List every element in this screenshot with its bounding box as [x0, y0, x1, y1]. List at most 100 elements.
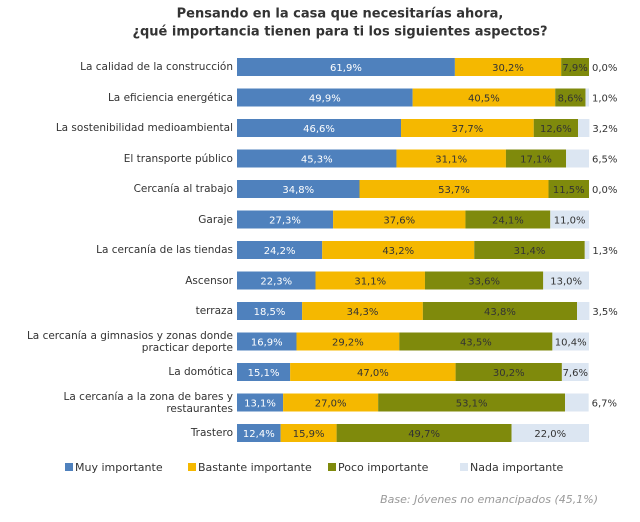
category-label: Ascensor	[185, 274, 233, 287]
data-label: 43,2%	[382, 246, 414, 257]
bar-segment	[422, 302, 578, 320]
bar-segment	[399, 332, 553, 351]
category-label: El transporte público	[123, 152, 233, 165]
data-label: 22,0%	[534, 429, 566, 440]
data-label: 15,1%	[248, 368, 280, 379]
data-label: 27,0%	[315, 399, 347, 410]
data-label: 49,9%	[309, 94, 341, 105]
legend-label: Nada importante	[470, 461, 564, 474]
legend-swatch	[65, 463, 73, 471]
category-label: terraza	[195, 305, 233, 317]
bar-segment	[378, 393, 566, 412]
bar-segment	[424, 271, 544, 290]
bar-segment	[552, 332, 589, 351]
data-label: 37,7%	[451, 124, 483, 135]
data-label: 8,6%	[558, 94, 583, 105]
data-label: 47,0%	[357, 368, 389, 379]
bar-segment	[584, 241, 590, 259]
bar-segment	[543, 271, 589, 290]
legend-swatch	[460, 463, 468, 471]
data-label: 61,9%	[330, 63, 362, 74]
bar-segment	[302, 302, 423, 320]
data-label: 1,0%	[592, 94, 617, 105]
data-label: 6,5%	[592, 155, 617, 166]
bar-segment	[237, 180, 360, 198]
bar-segment	[237, 119, 402, 137]
data-label: 43,5%	[460, 338, 492, 349]
bar-segment	[511, 424, 589, 442]
data-label: 24,1%	[492, 216, 524, 227]
data-label: 6,7%	[592, 399, 617, 410]
data-label: 3,5%	[592, 307, 617, 318]
data-label: 53,7%	[438, 185, 470, 196]
legend-label: Poco importante	[338, 461, 429, 474]
data-label: 10,4%	[555, 338, 587, 349]
bar-segment	[577, 302, 590, 320]
bar-segment	[237, 58, 455, 76]
data-label: 49,7%	[408, 429, 440, 440]
bar-segment	[237, 149, 397, 168]
chart-title: Pensando en la casa que necesitarías aho…	[177, 7, 504, 22]
category-label: Trastero	[190, 427, 233, 439]
bar-segment	[533, 119, 579, 137]
bar-segment	[237, 88, 413, 107]
data-label: 27,3%	[269, 216, 301, 227]
bar-segment	[322, 241, 475, 259]
data-label: 3,2%	[592, 124, 617, 135]
bar-segment	[237, 271, 316, 290]
category-label: La domótica	[168, 366, 233, 378]
bar-segment	[548, 180, 589, 198]
bar-segment	[336, 424, 512, 442]
bar-segment	[561, 58, 589, 76]
legend-label: Muy importante	[75, 461, 163, 474]
bar-segment	[585, 88, 589, 107]
bar-segment	[280, 424, 337, 442]
bar-segment	[455, 363, 562, 381]
data-label: 12,6%	[540, 124, 572, 135]
bar-segment	[550, 210, 589, 229]
data-label: 0,0%	[592, 185, 617, 196]
data-label: 0,0%	[592, 63, 617, 74]
bar-segment	[237, 393, 284, 412]
data-label: 16,9%	[251, 338, 283, 349]
bar-segment	[454, 58, 562, 76]
data-label: 46,6%	[303, 124, 335, 135]
bar-segment	[237, 363, 291, 381]
data-label: 30,2%	[492, 63, 524, 74]
data-label: 53,1%	[456, 399, 488, 410]
data-label: 22,3%	[260, 277, 292, 288]
category-label: La cercanía a la zona de bares y restaur…	[63, 390, 233, 415]
category-label: La eficiencia energética	[107, 91, 233, 104]
bar-segment	[578, 119, 590, 137]
bar-segment	[505, 149, 567, 168]
data-label: 7,9%	[562, 63, 587, 74]
data-label: 31,1%	[435, 155, 467, 166]
data-label: 40,5%	[468, 94, 500, 105]
data-label: 31,1%	[354, 277, 386, 288]
data-label: 11,5%	[553, 185, 585, 196]
data-label: 12,4%	[243, 429, 275, 440]
data-label: 30,2%	[493, 368, 525, 379]
data-label: 37,6%	[383, 216, 415, 227]
data-label: 13,0%	[550, 277, 582, 288]
bar-segment	[237, 210, 334, 229]
data-label: 34,3%	[347, 307, 379, 318]
data-label: 31,4%	[514, 246, 546, 257]
category-label: La sostenibilidad medioambiental	[55, 122, 233, 134]
bar-segment	[359, 180, 549, 198]
bar-segment	[474, 241, 585, 259]
bar-segment	[565, 393, 589, 412]
chart-title: ¿qué importancia tienen para ti los sigu…	[132, 25, 547, 40]
bar-segment	[401, 119, 534, 137]
category-label: Cercanía al trabajo	[133, 183, 233, 195]
category-label: Garaje	[198, 213, 233, 226]
bar-segment	[396, 149, 506, 168]
data-label: 18,5%	[254, 307, 286, 318]
data-label: 33,6%	[468, 277, 500, 288]
bar-segment	[296, 332, 400, 351]
data-label: 13,1%	[244, 399, 276, 410]
data-label: 15,9%	[293, 429, 325, 440]
bar-segment	[315, 271, 425, 290]
